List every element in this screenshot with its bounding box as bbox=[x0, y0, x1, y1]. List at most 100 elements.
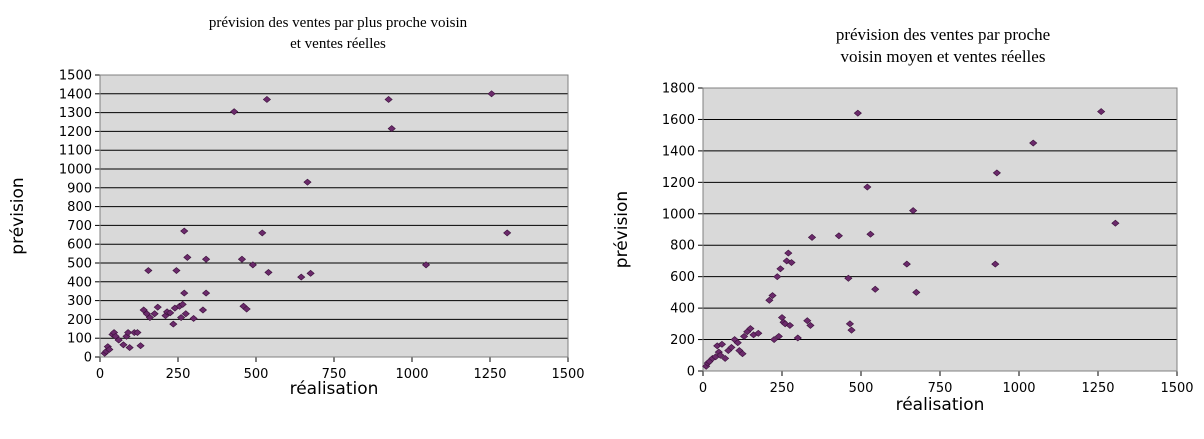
data-point bbox=[133, 329, 142, 337]
data-point bbox=[735, 347, 744, 355]
data-point bbox=[863, 183, 872, 191]
data-point bbox=[503, 229, 512, 237]
data-point bbox=[721, 354, 730, 362]
data-point bbox=[717, 340, 727, 348]
data-point bbox=[909, 207, 918, 215]
y-tick-label: 100 bbox=[67, 332, 92, 347]
data-point bbox=[258, 229, 267, 237]
chart-right: prévision des ventes par proche voisin mo… bbox=[600, 0, 1204, 439]
data-point bbox=[1111, 219, 1120, 227]
data-point bbox=[202, 289, 211, 297]
data-point bbox=[189, 315, 198, 322]
data-point bbox=[853, 109, 862, 117]
y-tick-label: 200 bbox=[670, 333, 695, 348]
y-tick-label: 300 bbox=[67, 294, 92, 309]
data-point bbox=[992, 169, 1001, 177]
data-point bbox=[297, 273, 306, 281]
data-point bbox=[144, 267, 153, 274]
data-point bbox=[740, 332, 749, 340]
x-tick-label: 1500 bbox=[551, 367, 584, 382]
x-tick-label: 500 bbox=[849, 381, 874, 396]
chart-title-line: voisin moyen et ventes réelles bbox=[841, 47, 1046, 66]
data-point bbox=[1097, 108, 1106, 116]
y-tick-label: 1500 bbox=[59, 69, 92, 84]
data-point bbox=[806, 321, 815, 329]
data-point bbox=[145, 314, 154, 321]
data-point bbox=[787, 259, 796, 266]
chart-title-line: prévision des ventes par proche bbox=[836, 25, 1050, 44]
x-axis-label: réalisation bbox=[896, 395, 985, 415]
data-point bbox=[161, 312, 170, 320]
y-tick-label: 1200 bbox=[662, 176, 695, 191]
x-tick-label: 1000 bbox=[395, 367, 428, 382]
chart-title-line: et ventes réelles bbox=[290, 36, 386, 52]
y-tick-label: 900 bbox=[67, 181, 92, 196]
x-tick-label: 250 bbox=[166, 367, 191, 382]
data-point bbox=[845, 320, 855, 328]
y-tick-label: 800 bbox=[67, 200, 92, 215]
data-point bbox=[765, 296, 774, 304]
data-point bbox=[807, 233, 817, 241]
x-tick-label: 0 bbox=[699, 381, 707, 396]
y-axis-label: prévision bbox=[8, 177, 28, 254]
data-point bbox=[105, 346, 114, 353]
data-point bbox=[306, 269, 315, 277]
y-tick-label: 1000 bbox=[59, 163, 92, 178]
data-point bbox=[242, 305, 251, 313]
data-point bbox=[177, 314, 186, 321]
data-point bbox=[768, 292, 777, 299]
data-point bbox=[384, 95, 393, 103]
x-tick-label: 250 bbox=[770, 381, 795, 396]
x-tick-label: 1500 bbox=[1160, 381, 1193, 396]
data-point bbox=[847, 326, 856, 334]
data-point bbox=[125, 344, 134, 352]
plot-area bbox=[100, 75, 568, 357]
y-tick-label: 200 bbox=[67, 313, 92, 328]
data-point bbox=[844, 274, 853, 282]
y-tick-label: 0 bbox=[84, 351, 92, 366]
y-tick-label: 600 bbox=[670, 270, 695, 285]
x-tick-label: 500 bbox=[244, 367, 269, 382]
x-tick-label: 750 bbox=[928, 381, 953, 396]
y-tick-label: 1400 bbox=[662, 144, 695, 159]
scatter-chart-right: prévision des ventes par proche voisin mo… bbox=[612, 25, 1194, 415]
x-axis-label: réalisation bbox=[290, 379, 379, 399]
data-point bbox=[169, 320, 178, 328]
plot-border bbox=[702, 87, 1178, 372]
data-point bbox=[181, 310, 190, 318]
data-point bbox=[198, 306, 208, 314]
x-tick-label: 1250 bbox=[473, 367, 506, 382]
y-tick-label: 0 bbox=[687, 365, 695, 380]
scatter-chart-left: prévision des ventes par plus proche voi… bbox=[8, 15, 585, 399]
y-tick-label: 1800 bbox=[662, 82, 695, 97]
data-point bbox=[230, 108, 239, 116]
data-point bbox=[746, 325, 755, 333]
data-point bbox=[114, 336, 123, 344]
data-point bbox=[793, 334, 802, 342]
data-point bbox=[803, 317, 812, 325]
y-tick-label: 800 bbox=[670, 239, 695, 254]
data-point bbox=[738, 350, 747, 358]
y-tick-label: 1600 bbox=[662, 113, 695, 128]
data-point bbox=[180, 289, 189, 297]
data-point bbox=[262, 95, 271, 103]
x-tick-label: 750 bbox=[322, 367, 347, 382]
data-point bbox=[902, 260, 911, 268]
data-point bbox=[150, 310, 159, 318]
data-point bbox=[153, 303, 162, 311]
data-point bbox=[136, 342, 145, 350]
data-point bbox=[733, 339, 742, 347]
y-tick-label: 500 bbox=[67, 257, 92, 272]
data-point bbox=[172, 267, 181, 274]
data-point bbox=[784, 249, 793, 257]
data-point bbox=[705, 358, 714, 366]
data-point bbox=[202, 255, 211, 263]
y-tick-label: 1300 bbox=[59, 106, 92, 121]
data-point bbox=[166, 309, 175, 317]
chart-title-line: prévision des ventes par plus proche voi… bbox=[209, 15, 468, 31]
y-tick-label: 400 bbox=[670, 302, 695, 317]
plot-border bbox=[99, 74, 569, 358]
data-point bbox=[119, 341, 128, 349]
y-tick-label: 1200 bbox=[59, 125, 92, 140]
data-point bbox=[912, 288, 921, 296]
